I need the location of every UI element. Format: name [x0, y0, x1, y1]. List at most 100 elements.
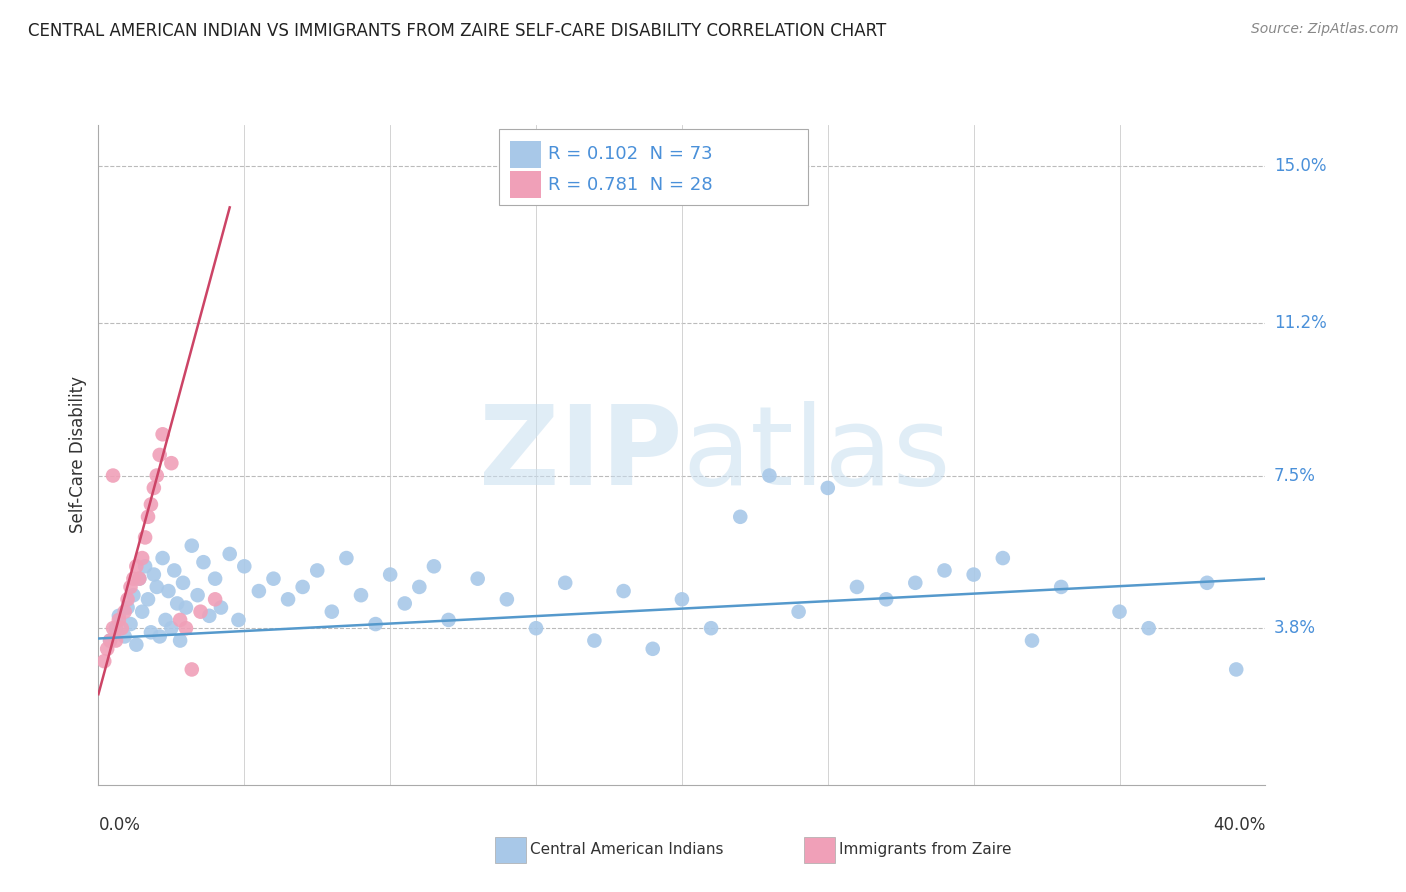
Point [187, 588, 209, 602]
Point [146, 468, 169, 483]
Text: 3.8%: 3.8% [1274, 619, 1316, 637]
Point [128, 572, 150, 586]
Point [101, 621, 124, 635]
Point [122, 588, 145, 602]
Point [180, 539, 202, 553]
Point [730, 509, 752, 524]
Point [122, 572, 145, 586]
Point [104, 633, 127, 648]
Point [128, 572, 150, 586]
Point [93, 654, 115, 668]
Point [172, 575, 194, 590]
Point [228, 613, 250, 627]
Point [307, 564, 329, 578]
Point [1195, 575, 1218, 590]
Point [1225, 662, 1247, 677]
Point [904, 575, 927, 590]
Point [163, 564, 186, 578]
Point [152, 551, 174, 566]
Text: R = 0.102  N = 73: R = 0.102 N = 73 [548, 145, 713, 163]
Point [98, 633, 121, 648]
Point [845, 580, 868, 594]
Text: ZIP: ZIP [478, 401, 682, 508]
Point [166, 596, 188, 610]
Point [495, 592, 517, 607]
Text: 0.0%: 0.0% [98, 816, 141, 834]
Y-axis label: Self-Care Disability: Self-Care Disability [69, 376, 87, 533]
Point [169, 633, 191, 648]
Point [394, 596, 416, 610]
Point [1021, 633, 1043, 648]
Point [114, 605, 136, 619]
Point [247, 584, 270, 599]
Text: CENTRAL AMERICAN INDIAN VS IMMIGRANTS FROM ZAIRE SELF-CARE DISABILITY CORRELATIO: CENTRAL AMERICAN INDIAN VS IMMIGRANTS FR… [28, 22, 886, 40]
Point [875, 592, 897, 607]
Point [117, 592, 139, 607]
Point [554, 575, 576, 590]
Point [134, 530, 156, 544]
Point [437, 613, 460, 627]
Point [160, 621, 183, 635]
Point [174, 621, 197, 635]
Point [157, 584, 180, 599]
Point [671, 592, 693, 607]
Point [612, 584, 634, 599]
Point [120, 580, 142, 594]
Point [136, 592, 159, 607]
Point [1108, 605, 1130, 619]
Point [125, 638, 148, 652]
Point [142, 567, 165, 582]
Point [152, 427, 174, 442]
Point [136, 509, 159, 524]
Point [114, 630, 136, 644]
Point [641, 641, 664, 656]
Point [335, 551, 357, 566]
Text: 11.2%: 11.2% [1274, 314, 1326, 332]
Point [787, 605, 810, 619]
Point [934, 564, 956, 578]
Point [174, 600, 197, 615]
Point [204, 592, 226, 607]
Point [139, 625, 162, 640]
Point [291, 580, 314, 594]
Point [193, 555, 215, 569]
Point [98, 633, 121, 648]
Point [423, 559, 446, 574]
Point [209, 600, 232, 615]
Point [233, 559, 256, 574]
Point [125, 559, 148, 574]
Text: atlas: atlas [682, 401, 950, 508]
Point [117, 600, 139, 615]
Point [583, 633, 606, 648]
Point [139, 498, 162, 512]
Point [108, 613, 131, 627]
Point [321, 605, 343, 619]
Point [160, 456, 183, 470]
Text: Immigrants from Zaire: Immigrants from Zaire [839, 842, 1012, 856]
Text: Central American Indians: Central American Indians [530, 842, 724, 856]
Text: Source: ZipAtlas.com: Source: ZipAtlas.com [1251, 22, 1399, 37]
Point [134, 559, 156, 574]
Point [1137, 621, 1160, 635]
Point [204, 572, 226, 586]
Point [149, 630, 172, 644]
Point [149, 448, 172, 462]
Point [104, 621, 127, 635]
Point [120, 617, 142, 632]
Text: 7.5%: 7.5% [1274, 467, 1316, 484]
Point [131, 551, 153, 566]
Point [111, 621, 134, 635]
Point [700, 621, 723, 635]
Point [169, 613, 191, 627]
Point [190, 605, 212, 619]
Point [131, 605, 153, 619]
Point [991, 551, 1014, 566]
Point [524, 621, 547, 635]
Point [262, 572, 284, 586]
Point [96, 641, 118, 656]
Point [277, 592, 299, 607]
Point [467, 572, 489, 586]
Point [108, 608, 131, 623]
Point [146, 580, 169, 594]
Point [817, 481, 839, 495]
